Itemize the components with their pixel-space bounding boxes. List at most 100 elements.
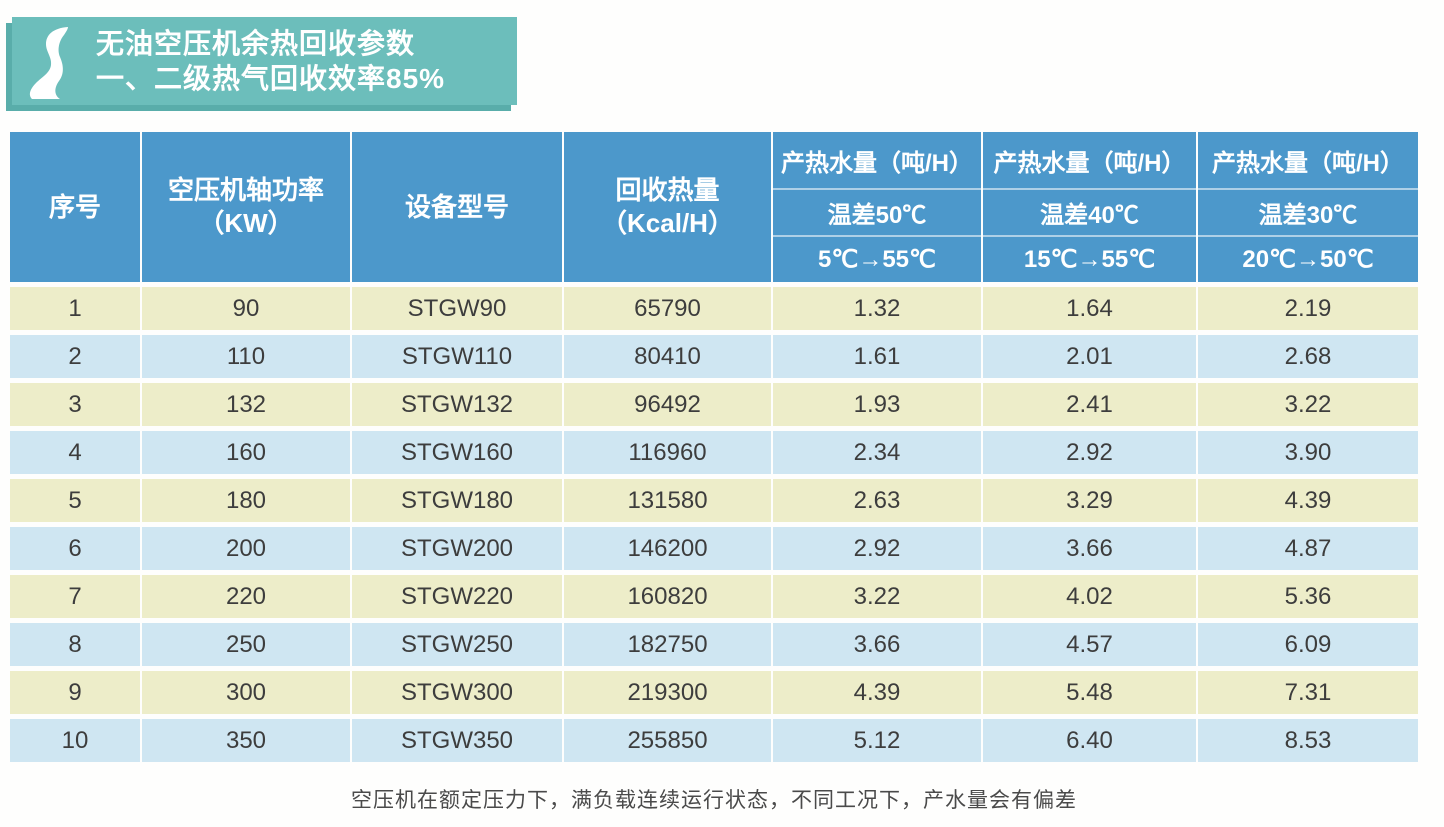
cell: 2.68 [1198, 335, 1418, 378]
cell: 3 [10, 383, 140, 426]
cell: 5.12 [773, 719, 981, 762]
cell: STGW180 [352, 479, 562, 522]
cell: 2.19 [1198, 287, 1418, 330]
cell: 4.39 [1198, 479, 1418, 522]
cell: 7 [10, 575, 140, 618]
water-50-delta: 温差50℃ [773, 188, 981, 235]
water-50-range: 5℃→55℃ [773, 235, 981, 282]
water-40-title: 产热水量（吨/H） [993, 149, 1186, 177]
cell: 2.63 [773, 479, 981, 522]
cell: 1.64 [983, 287, 1196, 330]
col-header-shaft-power: 空压机轴功率 （KW） [142, 132, 350, 282]
heat-recovery-table: 序号 空压机轴功率 （KW） 设备型号 回收热量 （Kcal/H） 产热水量（吨… [10, 132, 1418, 762]
cell: 350 [142, 719, 350, 762]
page-title-line2: 一、二级热气回收效率85% [96, 63, 446, 94]
table-row: 10 350 STGW350 255850 5.12 6.40 8.53 [10, 719, 1418, 762]
col-header-serial: 序号 [10, 132, 140, 282]
table-row: 1 90 STGW90 65790 1.32 1.64 2.19 [10, 287, 1418, 330]
cell: 182750 [564, 623, 771, 666]
cell: STGW350 [352, 719, 562, 762]
cell: 2.92 [983, 431, 1196, 474]
col-header-water-40: 产热水量（吨/H） 温差40℃ 15℃→55℃ [983, 132, 1196, 282]
cell: 3.66 [983, 527, 1196, 570]
cell: 6.40 [983, 719, 1196, 762]
cell: STGW160 [352, 431, 562, 474]
cell: 4.87 [1198, 527, 1418, 570]
footer-note: 空压机在额定压力下，满负载连续运行状态，不同工况下，产水量会有偏差 [351, 789, 1077, 812]
cell: 132 [142, 383, 350, 426]
water-40-range: 15℃→55℃ [983, 235, 1196, 282]
col-header-heat-line2: （Kcal/H） [601, 208, 734, 238]
cell: 4.39 [773, 671, 981, 714]
cell: 110 [142, 335, 350, 378]
col-header-model: 设备型号 [352, 132, 562, 282]
cell: 2.41 [983, 383, 1196, 426]
table-row: 4 160 STGW160 116960 2.34 2.92 3.90 [10, 431, 1418, 474]
col-header-heat-line1: 回收热量 [615, 175, 720, 205]
cell: 3.29 [983, 479, 1196, 522]
cell: STGW250 [352, 623, 562, 666]
cell: 9 [10, 671, 140, 714]
cell: 10 [10, 719, 140, 762]
cell: 3.90 [1198, 431, 1418, 474]
cell: 1.61 [773, 335, 981, 378]
cell: 1.93 [773, 383, 981, 426]
cell: STGW200 [352, 527, 562, 570]
brand-ribbon-logo-icon [29, 27, 68, 99]
cell: 6 [10, 527, 140, 570]
cell: 96492 [564, 383, 771, 426]
cell: 2 [10, 335, 140, 378]
cell: 5 [10, 479, 140, 522]
cell: 200 [142, 527, 350, 570]
table-header: 序号 空压机轴功率 （KW） 设备型号 回收热量 （Kcal/H） 产热水量（吨… [10, 132, 1418, 282]
water-30-title: 产热水量（吨/H） [1212, 149, 1404, 177]
cell: 180 [142, 479, 350, 522]
cell: 2.92 [773, 527, 981, 570]
cell: 220 [142, 575, 350, 618]
cell: 116960 [564, 431, 771, 474]
water-40-delta: 温差40℃ [983, 188, 1196, 235]
cell: STGW110 [352, 335, 562, 378]
table-row: 3 132 STGW132 96492 1.93 2.41 3.22 [10, 383, 1418, 426]
cell: 6.09 [1198, 623, 1418, 666]
cell: 255850 [564, 719, 771, 762]
col-header-water-50: 产热水量（吨/H） 温差50℃ 5℃→55℃ [773, 132, 981, 282]
page-title: 无油空压机余热回收参数 一、二级热气回收效率85% [96, 26, 445, 96]
cell: 80410 [564, 335, 771, 378]
cell: 3.22 [1198, 383, 1418, 426]
table-row: 5 180 STGW180 131580 2.63 3.29 4.39 [10, 479, 1418, 522]
water-30-delta: 温差30℃ [1198, 188, 1418, 235]
cell: 65790 [564, 287, 771, 330]
col-header-shaft-power-line1: 空压机轴功率 [167, 175, 324, 205]
cell: STGW132 [352, 383, 562, 426]
cell: 90 [142, 287, 350, 330]
table-row: 2 110 STGW110 80410 1.61 2.01 2.68 [10, 335, 1418, 378]
cell: 4.57 [983, 623, 1196, 666]
cell: 160820 [564, 575, 771, 618]
cell: 1 [10, 287, 140, 330]
cell: STGW90 [352, 287, 562, 330]
cell: STGW300 [352, 671, 562, 714]
cell: 3.66 [773, 623, 981, 666]
col-header-recovered-heat: 回收热量 （Kcal/H） [564, 132, 771, 282]
col-header-water-30: 产热水量（吨/H） 温差30℃ 20℃→50℃ [1198, 132, 1418, 282]
table-row: 9 300 STGW300 219300 4.39 5.48 7.31 [10, 671, 1418, 714]
title-badge: 无油空压机余热回收参数 一、二级热气回收效率85% [12, 17, 517, 105]
cell: 300 [142, 671, 350, 714]
cell: 4 [10, 431, 140, 474]
cell: 4.02 [983, 575, 1196, 618]
table-row: 6 200 STGW200 146200 2.92 3.66 4.87 [10, 527, 1418, 570]
cell: 7.31 [1198, 671, 1418, 714]
table-body: 1 90 STGW90 65790 1.32 1.64 2.19 2 110 STGW110 804… [10, 287, 1418, 762]
water-50-title: 产热水量（吨/H） [781, 149, 973, 177]
cell: 1.32 [773, 287, 981, 330]
cell: 2.01 [983, 335, 1196, 378]
cell: 160 [142, 431, 350, 474]
cell: 5.48 [983, 671, 1196, 714]
cell: 219300 [564, 671, 771, 714]
cell: 8 [10, 623, 140, 666]
cell: 5.36 [1198, 575, 1418, 618]
cell: 3.22 [773, 575, 981, 618]
page-title-line1: 无油空压机余热回收参数 [96, 28, 416, 59]
water-30-range: 20℃→50℃ [1198, 235, 1418, 282]
